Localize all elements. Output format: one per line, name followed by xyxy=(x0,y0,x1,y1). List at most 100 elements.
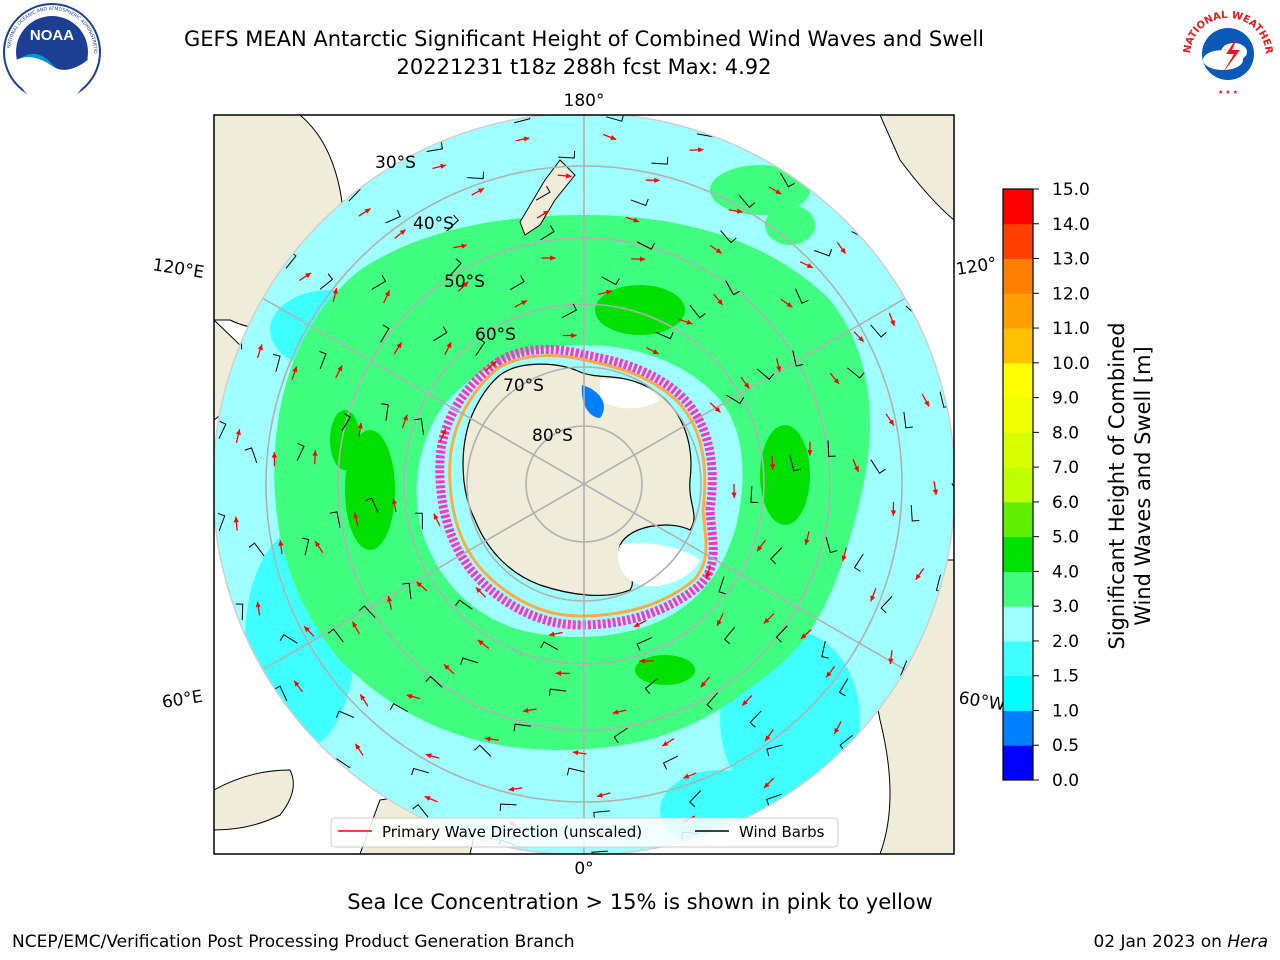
lat-label-50s: 50°S xyxy=(444,272,485,292)
wind-barb xyxy=(335,710,355,718)
wind-barb xyxy=(566,767,585,776)
wind-barb xyxy=(718,576,726,595)
wave-direction-arrowhead xyxy=(804,539,810,545)
wave-direction-arrowhead xyxy=(654,177,660,183)
colorbar-segment xyxy=(1003,258,1033,294)
wind-barb xyxy=(827,440,836,457)
wind-barb xyxy=(460,657,479,665)
map-frame xyxy=(213,114,955,855)
colorbar-title-line2: Wind Waves and Swell [m] xyxy=(1131,346,1155,626)
chart-subtitle: 20221231 t18z 288h fcst Max: 4.92 xyxy=(396,55,772,79)
wave-direction-arrowhead xyxy=(235,429,241,436)
wave-direction-arrowhead xyxy=(433,513,439,520)
wind-barb xyxy=(513,723,531,732)
wave-direction-arrowhead xyxy=(292,366,298,373)
wave-direction-arrowhead xyxy=(833,378,840,385)
lat-label-30s: 30°S xyxy=(375,153,416,173)
wind-barb xyxy=(235,603,244,621)
wave-direction-arrowhead xyxy=(360,694,366,701)
wind-barb xyxy=(467,171,485,180)
wave-direction-arrowhead xyxy=(490,361,497,367)
wind-barb xyxy=(273,685,288,702)
wind-barb xyxy=(775,625,788,643)
wind-barb xyxy=(601,276,620,286)
colorbar-tick-label: 11.0 xyxy=(1052,319,1090,339)
wind-barb xyxy=(426,141,444,152)
wind-barb xyxy=(446,214,460,232)
colorbar-title-line1: Significant Height of Combined xyxy=(1105,322,1129,650)
wind-barb xyxy=(630,198,649,207)
wave-direction-arrowhead xyxy=(786,301,793,308)
colorbar-tick-label: 5.0 xyxy=(1052,528,1079,548)
wave-direction-arrowhead xyxy=(633,217,640,223)
wave-direction-arrowhead xyxy=(572,750,579,756)
wind-barb xyxy=(402,582,412,600)
wave-direction-arrowhead xyxy=(769,464,776,470)
wind-barb xyxy=(558,150,576,159)
wave-direction-arrowhead xyxy=(715,248,722,254)
wind-barb xyxy=(756,368,775,380)
lat-label-60s: 60°S xyxy=(475,325,516,345)
colorbar-tick-label: 15.0 xyxy=(1052,180,1090,200)
wind-barb xyxy=(613,727,628,744)
wave-direction-arrowhead xyxy=(610,135,617,141)
wave-direction-arrowhead xyxy=(305,272,311,279)
wave-direction-arrowhead xyxy=(352,621,358,628)
wave-direction-arrowhead xyxy=(888,658,894,665)
wind-barb xyxy=(725,280,740,296)
wind-barb xyxy=(218,420,227,439)
wave-direction-arrowhead xyxy=(446,342,452,349)
wave-direction-arrowhead xyxy=(854,465,859,472)
wave-direction-arrowhead xyxy=(705,572,711,579)
wave-direction-arrowhead xyxy=(639,658,645,664)
wind-barb xyxy=(296,442,305,461)
wave-direction-arrowhead xyxy=(425,753,432,759)
wind-barb xyxy=(319,273,334,290)
wind-barb xyxy=(414,418,425,435)
colorbar-tick-label: 4.0 xyxy=(1052,562,1079,582)
colorbar-segment xyxy=(1003,362,1033,399)
wave-direction-arrowhead xyxy=(932,489,938,496)
wind-barb xyxy=(329,511,341,528)
wave-direction-arrowhead xyxy=(714,406,721,413)
wave-direction-arrowhead xyxy=(462,281,469,288)
wind-barb xyxy=(432,326,448,342)
wave-direction-arrowhead xyxy=(353,512,359,519)
colorbar-segment xyxy=(1003,467,1033,503)
wave-direction-arrowhead xyxy=(304,626,310,633)
wind-barb xyxy=(449,258,462,276)
wave-direction-arrowhead xyxy=(826,671,832,678)
wind-barb xyxy=(789,455,801,472)
colorbar-tick-label: 13.0 xyxy=(1052,250,1090,270)
wind-barb xyxy=(474,744,492,757)
wind-barb xyxy=(389,703,408,712)
wind-barb xyxy=(738,194,756,209)
wave-field-3to4 xyxy=(274,215,871,750)
wave-direction-arrowhead xyxy=(858,336,864,342)
wind-barb xyxy=(358,605,376,618)
wind-barb xyxy=(411,767,430,776)
wind-barb xyxy=(853,553,864,572)
wave-direction-arrowhead xyxy=(800,633,807,639)
chart-title: GEFS MEAN Antarctic Significant Height o… xyxy=(183,27,985,51)
wind-barb xyxy=(475,338,486,356)
wave-direction-arrowhead xyxy=(332,288,338,294)
wind-barb xyxy=(385,209,401,224)
colorbar-segment xyxy=(1003,745,1033,781)
wave-direction-arrowhead xyxy=(743,382,750,389)
colorbar-segment xyxy=(1003,536,1033,572)
lon-label-top: 180° xyxy=(564,91,605,111)
wind-barb xyxy=(825,536,838,554)
legend-label-wave-direction: Primary Wave Direction (unscaled) xyxy=(382,823,642,841)
wind-barb xyxy=(562,303,578,318)
wave-direction-arrowhead xyxy=(890,320,895,327)
wind-barb xyxy=(380,324,390,343)
wind-barb xyxy=(499,803,517,812)
wave-direction-arrowhead xyxy=(840,247,846,254)
graticule xyxy=(214,115,954,854)
wind-barb xyxy=(770,547,783,565)
wave-direction-arrowhead xyxy=(717,299,723,306)
wave-direction-arrowhead xyxy=(736,208,743,214)
colorbar-tick-label: 0.5 xyxy=(1052,736,1079,756)
wave-direction-arrowhead xyxy=(396,342,402,349)
